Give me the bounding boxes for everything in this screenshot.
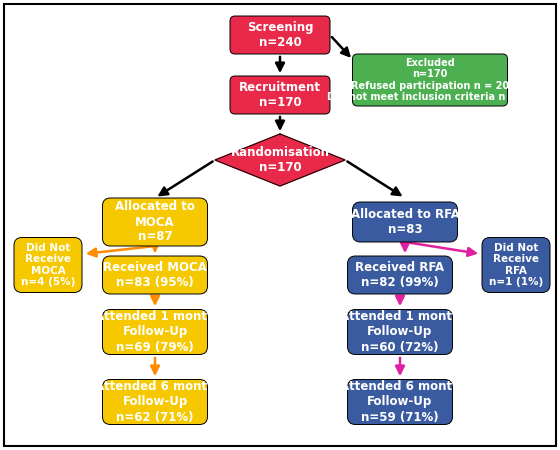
Text: Did Not
Receive
MOCA
n=4 (5%): Did Not Receive MOCA n=4 (5%) xyxy=(21,243,75,288)
FancyBboxPatch shape xyxy=(348,310,452,355)
Text: Attended 1 month
Follow-Up
n=60 (72%): Attended 1 month Follow-Up n=60 (72%) xyxy=(340,310,460,354)
Text: Received MOCA
n=83 (95%): Received MOCA n=83 (95%) xyxy=(103,261,207,289)
Text: Recruitment
n=170: Recruitment n=170 xyxy=(239,81,321,109)
FancyBboxPatch shape xyxy=(352,54,507,106)
FancyBboxPatch shape xyxy=(348,379,452,424)
Text: Attended 6 month
Follow-Up
n=62 (71%): Attended 6 month Follow-Up n=62 (71%) xyxy=(95,381,215,423)
FancyBboxPatch shape xyxy=(102,198,208,246)
FancyBboxPatch shape xyxy=(230,16,330,54)
Text: Allocated to
MOCA
n=87: Allocated to MOCA n=87 xyxy=(115,201,195,243)
Text: Attended 1 month
Follow-Up
n=69 (79%): Attended 1 month Follow-Up n=69 (79%) xyxy=(95,310,215,354)
FancyBboxPatch shape xyxy=(230,76,330,114)
FancyBboxPatch shape xyxy=(102,256,208,294)
FancyBboxPatch shape xyxy=(102,310,208,355)
Polygon shape xyxy=(215,134,345,186)
FancyBboxPatch shape xyxy=(352,202,458,242)
Text: Allocated to RFA
n=83: Allocated to RFA n=83 xyxy=(351,208,459,236)
Text: Did Not
Receive
RFA
n=1 (1%): Did Not Receive RFA n=1 (1%) xyxy=(489,243,543,288)
Text: Excluded
n=170
Refused participation n = 20
Did not meet inclusion criteria n = : Excluded n=170 Refused participation n =… xyxy=(326,58,533,103)
Text: Attended 6 month
Follow-Up
n=59 (71%): Attended 6 month Follow-Up n=59 (71%) xyxy=(340,381,460,423)
FancyBboxPatch shape xyxy=(102,379,208,424)
FancyBboxPatch shape xyxy=(14,238,82,292)
Text: Received RFA
n=82 (99%): Received RFA n=82 (99%) xyxy=(356,261,445,289)
FancyBboxPatch shape xyxy=(482,238,550,292)
Text: Randomisation
n=170: Randomisation n=170 xyxy=(231,146,329,174)
Text: Screening
n=240: Screening n=240 xyxy=(247,21,313,49)
FancyBboxPatch shape xyxy=(348,256,452,294)
